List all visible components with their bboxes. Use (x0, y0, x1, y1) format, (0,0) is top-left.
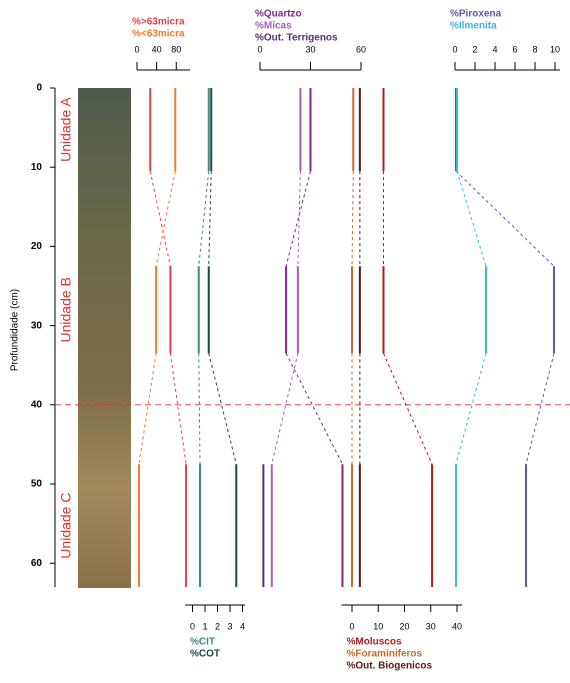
y-tick-label: 10 (31, 162, 43, 173)
x-tick-label: 4 (492, 44, 497, 54)
series-label: %<63micra (132, 29, 185, 40)
series-label: %Quartzo (255, 9, 302, 20)
connector (198, 353, 201, 465)
series-label: %Micas (255, 21, 292, 32)
y-axis-label: Profundidade (cm) (10, 289, 21, 371)
connector (149, 171, 171, 267)
x-tick-label: 80 (171, 44, 181, 54)
unit-label: Unidade A (58, 97, 74, 162)
connector (455, 170, 555, 267)
connector (198, 171, 210, 267)
x-tick-label: 40 (452, 621, 462, 631)
connector (456, 171, 487, 267)
x-tick-label: 30 (305, 44, 315, 54)
x-tick-label: 20 (399, 621, 409, 631)
series-label: %Out. Biogenicos (347, 661, 433, 672)
x-tick-label: 60 (356, 44, 366, 54)
y-tick-label: 60 (31, 558, 43, 569)
series-label: %COT (190, 649, 220, 660)
x-tick-label: 2 (215, 621, 220, 631)
x-tick-label: 0 (190, 621, 195, 631)
connector (285, 353, 343, 465)
connector (271, 353, 299, 465)
series-label: %Foraminiferos (347, 649, 423, 660)
x-tick-label: 3 (227, 621, 232, 631)
series-label: %Piroxena (450, 9, 502, 20)
x-tick-label: 2 (472, 44, 477, 54)
unit-label: Unidade C (58, 493, 74, 559)
connector (383, 353, 433, 465)
connector (455, 353, 487, 465)
y-tick-label: 30 (31, 320, 43, 331)
connector (138, 353, 157, 465)
connector (297, 171, 301, 267)
connector (169, 353, 187, 465)
connector (351, 171, 354, 267)
x-tick-label: 6 (512, 44, 517, 54)
series-label: %>63micra (132, 17, 185, 28)
y-tick-label: 0 (36, 83, 42, 94)
y-tick-label: 40 (31, 399, 43, 410)
x-tick-label: 10 (373, 621, 383, 631)
x-tick-label: 30 (426, 621, 436, 631)
x-tick-label: 0 (134, 44, 139, 54)
series-label: %Moluscos (347, 637, 402, 648)
x-tick-label: 0 (452, 44, 457, 54)
series-label: %Ilmenita (450, 21, 497, 32)
x-tick-label: 8 (532, 44, 537, 54)
x-tick-label: 10 (550, 44, 560, 54)
connector (525, 353, 555, 465)
core-photo (78, 88, 131, 588)
x-tick-label: 0 (257, 44, 262, 54)
x-tick-label: 1 (202, 621, 207, 631)
series-label: %CIT (190, 637, 215, 648)
series-label: %Out. Terrigenos (255, 33, 338, 44)
connector (285, 171, 311, 267)
unit-label: Unidade B (58, 277, 74, 342)
y-tick-label: 50 (31, 479, 43, 490)
x-tick-label: 4 (240, 621, 245, 631)
connector (155, 171, 176, 267)
connector (208, 353, 237, 465)
y-tick-label: 20 (31, 241, 43, 252)
x-tick-label: 40 (152, 44, 162, 54)
x-tick-label: 0 (349, 621, 354, 631)
connector (208, 171, 212, 267)
